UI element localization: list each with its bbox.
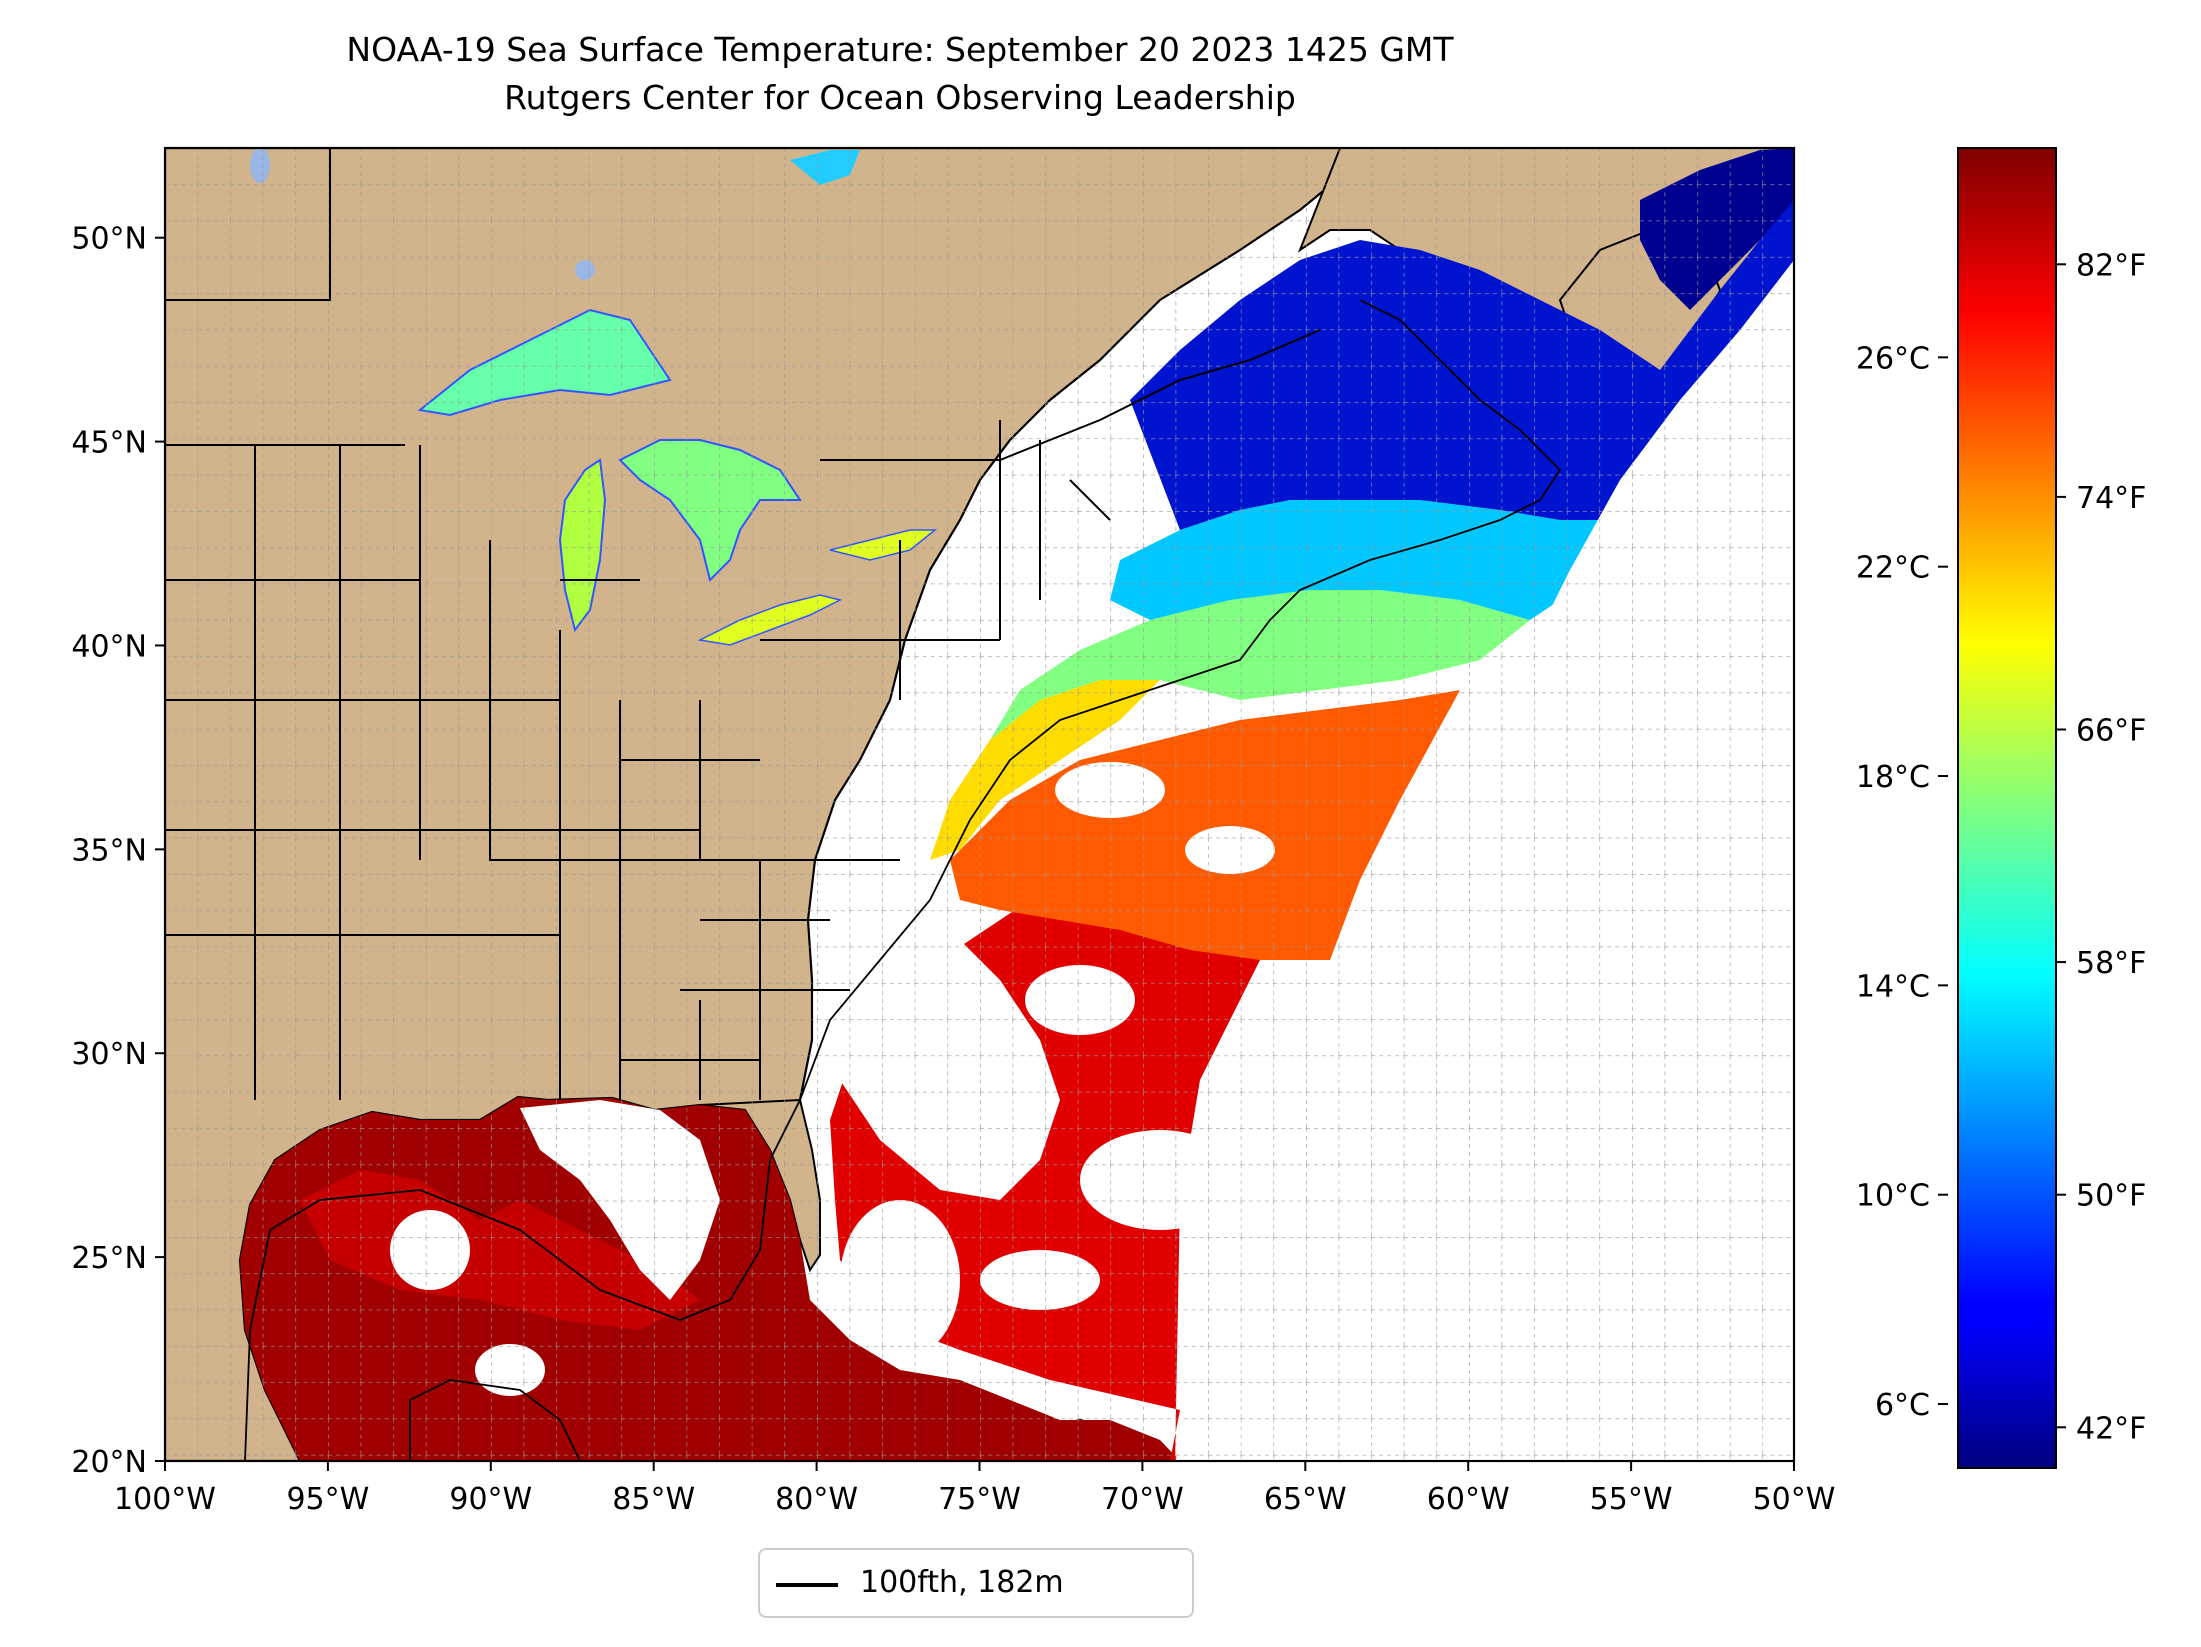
- legend-isobath-label: 100fth, 182m: [860, 1565, 1064, 1600]
- lat-tick-label-1: 25°N: [71, 1241, 147, 1276]
- map-subtitle: Rutgers Center for Ocean Observing Leade…: [504, 78, 1296, 117]
- lat-tick-label-3: 35°N: [71, 833, 147, 868]
- lon-tick-label-2: 90°W: [449, 1482, 532, 1517]
- lat-tick-label-6: 50°N: [71, 222, 147, 257]
- map-title: NOAA-19 Sea Surface Temperature: Septemb…: [346, 30, 1454, 69]
- legend: 100fth, 182m: [758, 1548, 1194, 1618]
- fahrenheit-tick-label-4: 74°F: [2076, 481, 2146, 516]
- lon-tick-label-8: 60°W: [1427, 1482, 1510, 1517]
- lon-tick-label-3: 85°W: [612, 1482, 695, 1517]
- lat-tick-label-4: 40°N: [71, 629, 147, 664]
- fahrenheit-tick-label-1: 50°F: [2076, 1179, 2146, 1214]
- colorbar-celsius-axis: 6°C 10°C 14°C 18°C 22°C 26°C: [1856, 341, 1948, 1423]
- lon-tick-label-1: 95°W: [286, 1482, 369, 1517]
- celsius-tick-label-4: 22°C: [1856, 551, 1930, 586]
- celsius-tick-label-0: 6°C: [1875, 1388, 1930, 1423]
- celsius-tick-label-2: 14°C: [1856, 969, 1930, 1004]
- longitude-axis: 100°W 95°W 90°W 85°W 80°W 75°W 70°W 65°W 60°W 55°…: [114, 1461, 1835, 1517]
- lon-tick-label-10: 50°W: [1753, 1482, 1836, 1517]
- isobath-100fth-loop-gulf: [409, 1379, 581, 1461]
- lon-tick-label-9: 55°W: [1590, 1482, 1673, 1517]
- colorbar-fahrenheit-axis: 42°F 50°F 58°F 66°F 74°F 82°F: [2056, 248, 2146, 1446]
- legend-isobath-line: [776, 1583, 838, 1587]
- lat-tick-label-2: 30°N: [71, 1037, 147, 1072]
- fahrenheit-tick-label-5: 82°F: [2076, 248, 2146, 283]
- isobath-100fth: [244, 299, 1562, 1461]
- lon-tick-label-4: 80°W: [775, 1482, 858, 1517]
- celsius-tick-label-5: 26°C: [1856, 341, 1930, 376]
- lon-tick-label-5: 75°W: [938, 1482, 1021, 1517]
- lon-tick-label-6: 70°W: [1101, 1482, 1184, 1517]
- celsius-tick-label-1: 10°C: [1856, 1179, 1930, 1214]
- state-boundaries: [165, 148, 1321, 1100]
- colorbar-gradient: [1957, 147, 2057, 1469]
- fahrenheit-tick-label-0: 42°F: [2076, 1411, 2146, 1446]
- fahrenheit-tick-label-3: 66°F: [2076, 713, 2146, 748]
- lat-tick-label-0: 20°N: [71, 1445, 147, 1480]
- fahrenheit-tick-label-2: 58°F: [2076, 946, 2146, 981]
- lat-tick-label-5: 45°N: [71, 426, 147, 461]
- lon-tick-label-0: 100°W: [114, 1482, 216, 1517]
- lon-tick-label-7: 65°W: [1264, 1482, 1347, 1517]
- latitude-axis: 20°N 25°N 30°N 35°N 40°N 45°N 50°N: [71, 222, 165, 1480]
- celsius-tick-label-3: 18°C: [1856, 760, 1930, 795]
